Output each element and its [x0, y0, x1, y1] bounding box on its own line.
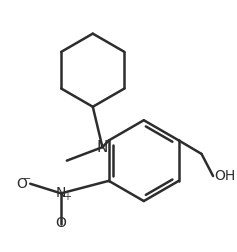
Text: O: O [16, 177, 27, 191]
Text: OH: OH [214, 169, 235, 183]
Text: +: + [63, 192, 71, 202]
Text: −: − [23, 174, 32, 184]
Text: N: N [56, 186, 66, 200]
Text: O: O [56, 216, 67, 230]
Text: N: N [97, 140, 108, 155]
